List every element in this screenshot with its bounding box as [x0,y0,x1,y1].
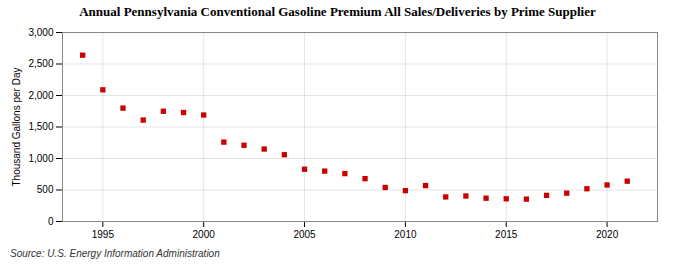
svg-text:1,500: 1,500 [28,121,53,132]
svg-text:1995: 1995 [92,229,115,240]
html-text:Annual Pennsylvania Convention: Annual Pennsylvania Conventional Gasolin… [79,4,596,19]
svg-text:0: 0 [48,216,54,227]
svg-text:2015: 2015 [495,229,518,240]
svg-text:2010: 2010 [394,229,417,240]
svg-text:1,000: 1,000 [28,153,53,164]
svg-text:2,500: 2,500 [28,58,53,69]
svg-text:2000: 2000 [193,229,216,240]
html-text:Source: U.S. Energy Informatio: Source: U.S. Energy Information Administ… [10,248,220,259]
svg-text:2005: 2005 [293,229,316,240]
svg-text:Thousand Gallons per Day: Thousand Gallons per Day [11,68,22,187]
svg-text:2,000: 2,000 [28,90,53,101]
svg-text:3,000: 3,000 [28,27,53,38]
svg-text:2020: 2020 [596,229,619,240]
svg-text:500: 500 [37,184,54,195]
